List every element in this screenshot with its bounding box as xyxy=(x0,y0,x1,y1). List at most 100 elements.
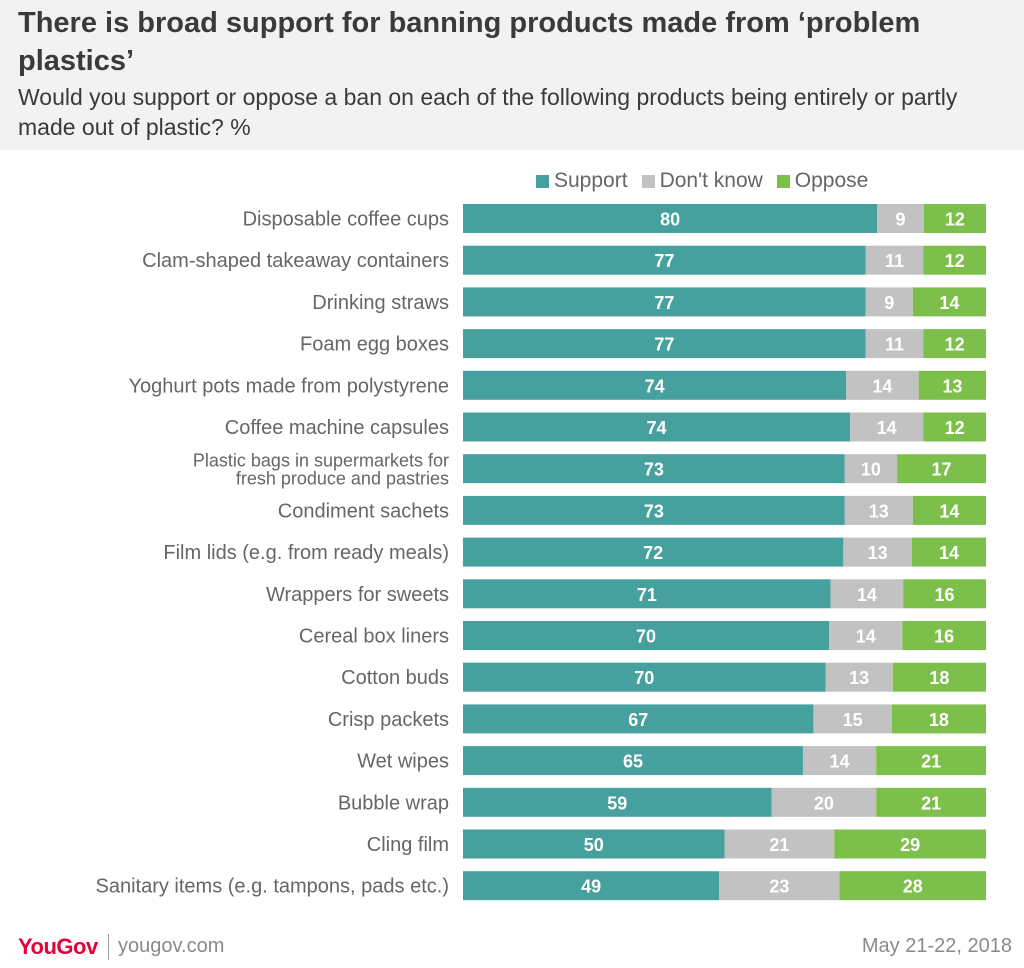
data-label-support-coffee-machine-capsules: 74 xyxy=(646,418,666,438)
yougov-logo: YouGov xyxy=(18,934,98,959)
bar-support-plastic-bags-in-supermarkets-for-fresh-produce-and-pastries xyxy=(463,454,845,484)
bar-oppose-clam-shaped-takeaway-containers xyxy=(923,245,986,275)
data-label-don-t-know-cling-film: 21 xyxy=(769,835,789,855)
bar-support-disposable-coffee-cups xyxy=(463,204,878,233)
bar-oppose-crisp-packets xyxy=(891,704,986,734)
data-label-don-t-know-crisp-packets: 15 xyxy=(843,710,863,730)
bar-don-t-know-yoghurt-pots-made-from-polystyrene xyxy=(846,370,919,400)
footer-website[interactable]: yougov.com xyxy=(118,935,225,957)
bar-don-t-know-cling-film xyxy=(724,829,835,859)
data-label-oppose-coffee-machine-capsules: 12 xyxy=(945,418,965,438)
data-label-support-plastic-bags-in-supermarkets-for-fresh-produce-and-pastries: 73 xyxy=(644,460,664,480)
bar-don-t-know-sanitary-items-e-g-tampons-pads-etc xyxy=(719,871,840,901)
data-label-support-wrappers-for-sweets: 71 xyxy=(637,585,657,605)
data-label-oppose-cling-film: 29 xyxy=(900,835,920,855)
category-label-clam-shaped-takeaway-containers: Clam-shaped takeaway containers xyxy=(142,250,449,272)
data-label-support-bubble-wrap: 59 xyxy=(607,793,627,813)
data-label-don-t-know-cereal-box-liners: 14 xyxy=(856,627,876,647)
data-label-oppose-plastic-bags-in-supermarkets-for-fresh-produce-and-pastries: 17 xyxy=(932,460,952,480)
data-label-oppose-clam-shaped-takeaway-containers: 12 xyxy=(945,251,965,271)
category-label-film-lids-e-g-from-ready-meals: Film lids (e.g. from ready meals) xyxy=(163,542,449,564)
data-label-support-crisp-packets: 67 xyxy=(628,710,648,730)
data-label-don-t-know-drinking-straws: 9 xyxy=(884,293,894,313)
data-label-oppose-crisp-packets: 18 xyxy=(929,710,949,730)
data-label-don-t-know-wrappers-for-sweets: 14 xyxy=(857,585,877,605)
bar-oppose-yoghurt-pots-made-from-polystyrene xyxy=(918,370,986,400)
bar-support-wrappers-for-sweets xyxy=(463,579,831,609)
bar-oppose-plastic-bags-in-supermarkets-for-fresh-produce-and-pastries xyxy=(897,454,986,484)
category-label-cereal-box-liners: Cereal box liners xyxy=(299,626,449,648)
data-label-don-t-know-bubble-wrap: 20 xyxy=(814,793,834,813)
category-label-wrappers-for-sweets: Wrappers for sweets xyxy=(266,584,449,606)
chart-header: There is broad support for banning produ… xyxy=(0,0,1024,150)
bar-oppose-drinking-straws xyxy=(912,287,986,317)
data-label-oppose-wet-wipes: 21 xyxy=(921,752,941,772)
category-label-sanitary-items-e-g-tampons-pads-etc: Sanitary items (e.g. tampons, pads etc.) xyxy=(96,876,450,898)
data-label-support-clam-shaped-takeaway-containers: 77 xyxy=(654,251,674,271)
bar-support-film-lids-e-g-from-ready-meals xyxy=(463,537,844,567)
legend-swatch-oppose xyxy=(776,174,790,188)
bar-don-t-know-foam-egg-boxes xyxy=(865,329,924,359)
bar-oppose-cotton-buds xyxy=(892,662,986,692)
category-label-wet-wipes: Wet wipes xyxy=(357,751,449,773)
bar-support-sanitary-items-e-g-tampons-pads-etc xyxy=(463,871,720,901)
data-label-don-t-know-sanitary-items-e-g-tampons-pads-etc: 23 xyxy=(769,877,789,897)
category-label-condiment-sachets: Condiment sachets xyxy=(278,500,449,522)
bar-don-t-know-crisp-packets xyxy=(813,704,892,734)
bar-don-t-know-disposable-coffee-cups xyxy=(877,204,924,233)
data-label-support-cereal-box-liners: 70 xyxy=(636,627,656,647)
bar-don-t-know-coffee-machine-capsules xyxy=(850,412,924,442)
data-label-don-t-know-film-lids-e-g-from-ready-meals: 13 xyxy=(868,543,888,563)
data-label-support-film-lids-e-g-from-ready-meals: 72 xyxy=(643,543,663,563)
category-label-plastic-bags-in-supermarkets-for-fresh-produce-and-pastries: Plastic bags in supermarkets for fresh pr… xyxy=(193,451,449,489)
category-label-cotton-buds: Cotton buds xyxy=(341,667,449,689)
data-label-oppose-sanitary-items-e-g-tampons-pads-etc: 28 xyxy=(903,877,923,897)
chart-subtitle: Would you support or oppose a ban on eac… xyxy=(18,84,958,140)
data-label-support-disposable-coffee-cups: 80 xyxy=(660,210,680,230)
bar-don-t-know-cereal-box-liners xyxy=(829,621,903,650)
category-label-coffee-machine-capsules: Coffee machine capsules xyxy=(225,417,449,439)
bar-support-drinking-straws xyxy=(463,287,866,317)
legend-swatch-support xyxy=(536,174,549,188)
bar-support-bubble-wrap xyxy=(463,787,772,817)
stacked-bar-chart: Disposable coffee cups 80 9 12 Clam-shaped t… xyxy=(96,204,986,901)
bar-don-t-know-wet-wipes xyxy=(802,746,877,776)
category-label-yoghurt-pots-made-from-polystyrene: Yoghurt pots made from polystyrene xyxy=(128,375,449,397)
data-label-oppose-disposable-coffee-cups: 12 xyxy=(945,210,965,230)
bar-oppose-sanitary-items-e-g-tampons-pads-etc xyxy=(839,871,986,901)
bar-don-t-know-cotton-buds xyxy=(825,662,893,692)
data-label-don-t-know-yoghurt-pots-made-from-polystyrene: 14 xyxy=(872,376,892,396)
category-label-drinking-straws: Drinking straws xyxy=(312,292,449,314)
bar-support-crisp-packets xyxy=(463,704,814,734)
bar-don-t-know-drinking-straws xyxy=(865,287,913,317)
bar-support-cling-film xyxy=(463,829,725,859)
data-label-oppose-cotton-buds: 18 xyxy=(929,668,949,688)
category-label-cling-film: Cling film xyxy=(367,834,449,856)
category-label-crisp-packets: Crisp packets xyxy=(328,709,449,731)
bar-oppose-foam-egg-boxes xyxy=(923,329,986,359)
data-label-oppose-yoghurt-pots-made-from-polystyrene: 13 xyxy=(942,376,962,396)
chart-legend: Support Don't know Oppose xyxy=(536,168,882,194)
bar-oppose-bubble-wrap xyxy=(876,787,986,817)
bar-don-t-know-film-lids-e-g-from-ready-meals xyxy=(843,537,913,567)
legend-item-support: Support xyxy=(536,169,628,193)
chart-title: There is broad support for banning produ… xyxy=(18,7,921,77)
bar-oppose-condiment-sachets xyxy=(912,495,986,525)
bar-support-wet-wipes xyxy=(463,746,803,776)
data-label-support-cotton-buds: 70 xyxy=(634,668,654,688)
data-label-don-t-know-cotton-buds: 13 xyxy=(849,668,869,688)
data-label-oppose-condiment-sachets: 14 xyxy=(939,501,959,521)
bar-oppose-wet-wipes xyxy=(876,746,986,776)
data-label-don-t-know-wet-wipes: 14 xyxy=(830,752,850,772)
footer-date: May 21-22, 2018 xyxy=(861,935,1012,957)
bar-support-cotton-buds xyxy=(463,662,826,692)
legend-label-dont-know: Don't know xyxy=(659,169,763,192)
data-label-don-t-know-coffee-machine-capsules: 14 xyxy=(877,418,897,438)
data-label-support-cling-film: 50 xyxy=(584,835,604,855)
bar-support-yoghurt-pots-made-from-polystyrene xyxy=(463,370,847,400)
bar-oppose-coffee-machine-capsules xyxy=(923,412,986,442)
legend-swatch-dont-know xyxy=(641,174,655,188)
footer-divider xyxy=(108,934,109,960)
category-label-foam-egg-boxes: Foam egg boxes xyxy=(300,334,449,356)
bar-don-t-know-clam-shaped-takeaway-containers xyxy=(865,245,924,275)
